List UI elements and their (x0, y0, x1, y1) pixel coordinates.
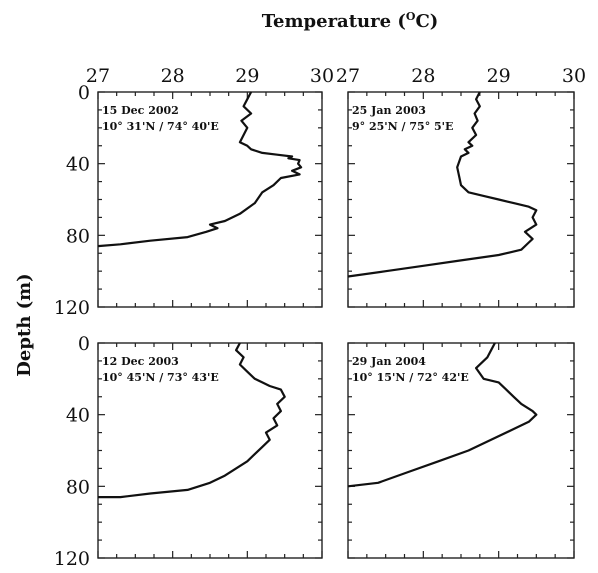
x-axis-title: Temperature (OC) (262, 10, 439, 32)
x-tick-label: 29 (487, 65, 511, 87)
temperature-profile-line (347, 91, 538, 278)
y-tick-label: 40 (66, 405, 90, 427)
panel-1: 27 28 29 30 0 40 80 120 15 Dec 2002 10° 31'N / 74… (54, 65, 334, 319)
panel-3: 0 40 80 120 12 Dec 2003 10° 45'N / 73° 43'E (54, 333, 323, 570)
panels-group: 27 28 29 30 0 40 80 120 15 Dec 2002 10° 31'N / 74… (54, 65, 586, 570)
y-tick-label: 120 (54, 548, 90, 570)
panel-4: 29 Jan 2004 10° 15'N / 72° 42'E (347, 342, 575, 559)
x-tick-label: 30 (310, 65, 334, 87)
temperature-profile-line (97, 91, 303, 248)
y-tick-label: 80 (66, 225, 90, 247)
profile-position: 10° 15'N / 72° 42'E (352, 371, 469, 384)
profile-position: 10° 45'N / 73° 43'E (102, 371, 219, 384)
x-tick-label: 28 (411, 65, 435, 87)
temperature-profile-line (98, 342, 286, 499)
x-tick-label: 28 (161, 65, 185, 87)
x-tick-label: 29 (235, 65, 259, 87)
panel-2: 27 28 29 30 25 Jan 2003 9° 25'N / 75° 5'E (336, 65, 586, 308)
profile-position: 9° 25'N / 75° 5'E (352, 120, 453, 133)
x-tick-label: 27 (86, 65, 110, 87)
y-tick-label: 120 (54, 297, 90, 319)
profile-date: 15 Dec 2002 (102, 104, 179, 117)
y-axis-title: Depth (m) (14, 273, 35, 376)
x-tick-label: 27 (336, 65, 360, 87)
profile-date: 12 Dec 2003 (102, 355, 179, 368)
x-tick-label: 30 (562, 65, 586, 87)
y-tick-label: 80 (66, 476, 90, 498)
profile-date: 29 Jan 2004 (352, 355, 426, 368)
profile-position: 10° 31'N / 74° 40'E (102, 120, 219, 133)
temperature-profile-line (347, 342, 538, 488)
y-tick-label: 0 (78, 333, 90, 355)
y-tick-label: 0 (78, 82, 90, 104)
y-tick-label: 40 (66, 154, 90, 176)
profile-date: 25 Jan 2003 (352, 104, 426, 117)
